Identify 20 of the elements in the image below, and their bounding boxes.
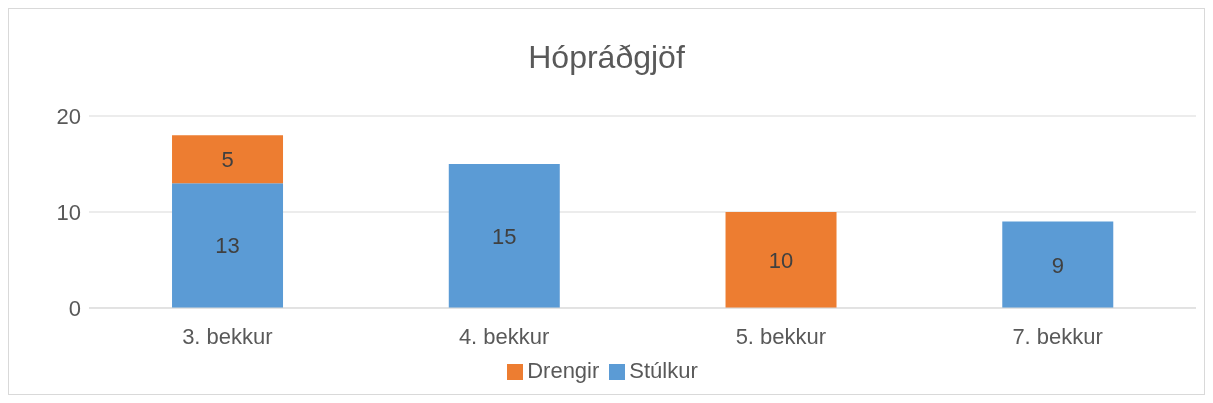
x-tick-label: 7. bekkur xyxy=(1012,323,1103,349)
chart-title: Hópráðgjöf xyxy=(527,39,686,76)
data-label: 13 xyxy=(215,233,240,259)
bar xyxy=(725,212,837,308)
data-label: 10 xyxy=(768,247,794,273)
data-label: 15 xyxy=(492,223,517,249)
bar xyxy=(1002,221,1114,308)
bar xyxy=(172,135,284,184)
x-tick-label: 3. bekkur xyxy=(182,323,273,349)
legend-label: Drengir xyxy=(527,358,600,383)
bar xyxy=(172,183,284,308)
y-tick-label: 10 xyxy=(56,199,81,225)
y-tick-label: 20 xyxy=(56,103,81,129)
x-tick-label: 5. bekkur xyxy=(735,323,827,349)
data-label: 9 xyxy=(1051,252,1064,278)
legend-label: Stúlkur xyxy=(629,358,698,383)
bar xyxy=(448,164,560,308)
y-tick-label: 0 xyxy=(68,295,81,321)
data-label: 5 xyxy=(221,147,234,173)
x-tick-label: 4. bekkur xyxy=(458,323,550,349)
